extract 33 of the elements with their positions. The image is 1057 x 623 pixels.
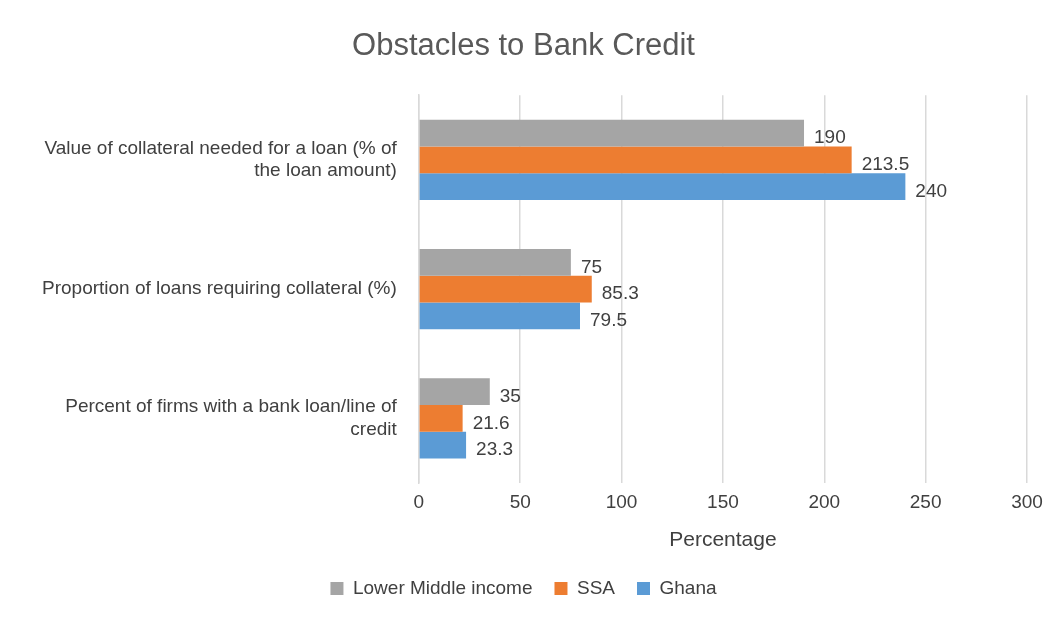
x-tick-label: 100 [605,490,638,512]
bar [419,249,571,276]
data-label: 79.5 [590,309,627,331]
x-tick-label: 50 [509,490,531,512]
chart-title: Obstacles to Bank Credit [352,27,696,63]
x-tick-label: 0 [413,490,425,512]
y-tick-label: Value of collateral needed for a loan (% of the loan amount) [44,136,398,181]
bar [419,405,463,432]
legend-label: Lower Middle income [352,576,533,598]
x-tick-label: 200 [808,490,841,512]
data-label: 190 [814,126,846,148]
y-tick-label: Percent of firms with a bank loan/line of credit [65,395,398,439]
x-tick-label: 250 [909,490,942,512]
bar [419,275,592,303]
legend-label: Ghana [659,576,717,598]
bar [419,302,580,330]
y-tick-label: Proportion of loans requiring collateral (%) [42,277,397,299]
x-tick-label: 150 [707,490,739,512]
bar [419,146,852,174]
data-label: 75 [580,255,603,277]
bar [419,378,490,406]
bar [419,119,805,147]
data-label: 213.5 [861,153,910,175]
bar [419,431,467,459]
x-tick-label: 300 [1011,490,1043,512]
x-axis-title: Percentage [669,527,777,551]
legend-label: SSA [576,576,616,598]
data-label: 21.6 [472,411,510,433]
data-label: 240 [915,179,948,201]
data-label: 85.3 [601,282,639,304]
data-label: 35 [499,384,521,406]
bar [419,173,906,200]
data-label: 23.3 [476,438,514,460]
